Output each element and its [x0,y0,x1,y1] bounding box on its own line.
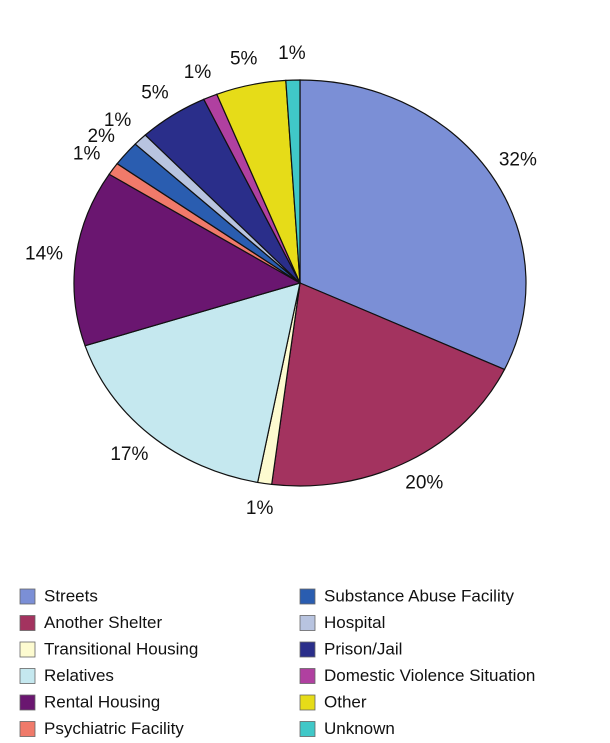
data-label: 1% [104,110,132,131]
legend-label: Hospital [324,613,385,632]
legend-label: Rental Housing [44,692,160,711]
legend-swatch [19,694,36,711]
legend-swatch [299,694,316,711]
legend-swatch [19,721,36,737]
legend-swatch [299,721,316,737]
legend-label: Transitional Housing [44,639,198,658]
data-label: 1% [278,43,306,64]
pie-slice [285,79,301,284]
legend-swatch [19,641,36,658]
data-label: 32% [499,149,537,170]
pie-slice [299,79,527,371]
pie-slice [73,173,302,347]
legend-label: Unknown [324,719,395,738]
pie-slice [270,282,506,487]
legend-swatch [299,615,316,631]
data-label: 20% [405,473,443,494]
legend-label: Substance Abuse Facility [324,586,514,605]
legend-swatch [19,615,36,631]
pie-slice [84,282,301,484]
legend-label: Relatives [44,666,114,685]
data-label: 17% [110,444,148,465]
data-label: 1% [246,498,274,519]
legend-label: Domestic Violence Situation [324,666,535,685]
legend-label: Psychiatric Facility [44,719,184,738]
data-label: 5% [141,83,169,104]
data-label: 5% [230,49,258,70]
data-label: 1% [73,143,101,164]
legend-swatch [299,641,316,658]
legend-label: Prison/Jail [324,639,402,658]
legend-swatch [299,668,316,684]
legend-label: Another Shelter [44,613,162,632]
legend-label: Streets [44,586,98,605]
legend-label: Other [324,692,367,711]
legend-swatch [299,588,316,605]
data-label: 2% [87,126,115,147]
legend-swatch [19,668,36,684]
data-label: 14% [25,243,63,264]
data-label: 1% [184,62,212,83]
legend: Streets Another Shelter Transitional Housi… [19,586,535,738]
legend-swatch [19,588,36,605]
